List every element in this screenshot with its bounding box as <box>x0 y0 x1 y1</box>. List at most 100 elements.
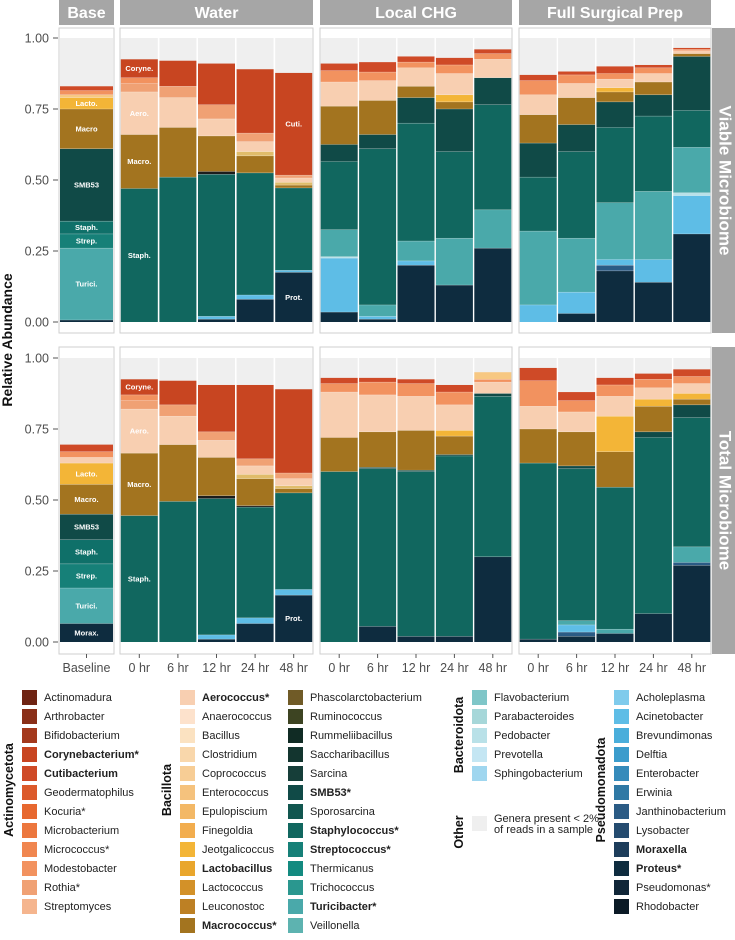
column-strip <box>120 0 313 25</box>
legend-label: Streptomyces <box>44 901 112 913</box>
legend-swatch <box>614 842 629 857</box>
stacked-bar <box>634 38 672 322</box>
bar-segment <box>596 384 634 397</box>
bar-segment-label: Macro <box>75 124 98 133</box>
legend-label: Acinetobacter <box>636 711 704 723</box>
bar-segment <box>60 588 113 624</box>
bar-segment <box>474 382 512 394</box>
bar-segment <box>120 188 158 322</box>
legend-swatch <box>614 804 629 819</box>
y-tick-label: 1.00 <box>25 32 49 46</box>
bar-segment <box>159 444 197 502</box>
bar-segment <box>198 634 235 640</box>
bar-segment-label: Staph. <box>128 574 151 583</box>
bar-segment <box>397 67 435 87</box>
bar-segment <box>320 437 358 472</box>
bar-segment-label: Prot. <box>285 293 302 302</box>
bar-segment <box>359 626 397 642</box>
legend-group-label: Other <box>452 815 466 848</box>
y-tick-label: 0.25 <box>25 245 49 259</box>
column-strip-label: Local CHG <box>375 5 457 22</box>
bar-segment <box>397 430 435 471</box>
legend-label: Moraxella <box>636 844 688 856</box>
legend-swatch <box>180 766 195 781</box>
legend-swatch <box>180 823 195 838</box>
legend-label: Leuconostoc <box>202 901 265 913</box>
bar-segment <box>596 416 634 452</box>
legend-swatch <box>472 766 487 781</box>
bar-segment <box>673 56 711 111</box>
y-tick-label: 0.25 <box>25 565 49 579</box>
stacked-bar <box>236 358 274 642</box>
legend-label: Actinomadura <box>44 692 113 704</box>
bar-segment <box>558 124 596 152</box>
bar-segment <box>397 97 435 124</box>
legend-label: Veillonella <box>310 920 360 932</box>
bar-segment <box>397 56 435 63</box>
bar-segment <box>275 389 313 474</box>
bar-segment <box>474 53 512 60</box>
bar-segment-label: Turici. <box>76 601 98 610</box>
bar-segment-label: Staph. <box>128 251 151 260</box>
legend-label: Sarcina <box>310 768 348 780</box>
bar-segment <box>435 151 473 239</box>
bar-segment <box>320 383 358 393</box>
x-tick-label: 24 hr <box>639 661 668 675</box>
bar-segment <box>397 86 435 98</box>
bar-segment <box>435 384 473 393</box>
bar-segment-label: Lacto. <box>75 469 97 478</box>
legend-label: Clostridium <box>202 749 257 761</box>
bar-segment <box>397 379 435 384</box>
bar-segment <box>634 67 672 74</box>
legend-label: Lysobacter <box>636 825 690 837</box>
bar-segment <box>634 82 672 95</box>
legend-label: Epulopiscium <box>202 806 267 818</box>
stacked-bar <box>397 38 435 322</box>
bar-segment <box>159 501 197 642</box>
legend-swatch <box>614 766 629 781</box>
bar-segment <box>159 404 197 417</box>
legend-swatch <box>180 899 195 914</box>
x-tick-label: 6 hr <box>367 661 389 675</box>
legend-swatch <box>614 899 629 914</box>
bar-segment <box>634 387 672 400</box>
legend-label: Anaerococcus <box>202 711 272 723</box>
bar-segment <box>519 74 557 81</box>
column-strip-label: Base <box>67 5 105 22</box>
legend-label: Bifidobacterium <box>44 730 120 742</box>
bar-segment <box>60 514 113 540</box>
bar-segment <box>198 498 235 635</box>
legend-swatch <box>22 880 37 895</box>
bar-segment <box>596 79 634 88</box>
bar-segment <box>673 417 711 547</box>
bar-segment <box>198 316 235 320</box>
stacked-bar <box>359 358 397 642</box>
bar-segment <box>474 379 512 383</box>
bar-segment <box>359 304 397 317</box>
legend-swatch <box>614 861 629 876</box>
bar-segment <box>320 312 358 322</box>
bar-segment <box>558 71 596 75</box>
bar-segment <box>673 565 711 642</box>
legend-label: Bacillus <box>202 730 240 742</box>
bar-segment <box>435 64 473 74</box>
bar-segment-label: Coryne. <box>125 383 153 392</box>
x-tick-label: 0 hr <box>129 661 151 675</box>
bar-segment <box>275 485 313 489</box>
stacked-bar <box>198 38 235 322</box>
legend-label: Flavobacterium <box>494 692 569 704</box>
bar-segment <box>673 393 711 400</box>
legend-label: Proteus* <box>636 863 682 875</box>
facet-strips: Base Water Local CHG Full Surgical Prep Viab… <box>59 0 735 654</box>
legend-label: Ruminococcus <box>310 711 383 723</box>
legend-swatch <box>288 728 303 743</box>
y-tick-label: 0.50 <box>25 494 49 508</box>
legend-swatch <box>288 690 303 705</box>
legend-swatch <box>22 842 37 857</box>
bar-segment-label: Lacto. <box>75 99 97 108</box>
bar-segment <box>236 295 274 300</box>
legend-swatch <box>614 880 629 895</box>
stacked-bar: Staph. Macro. Aero. Coryne. <box>120 358 158 642</box>
bar-segment <box>519 380 557 407</box>
